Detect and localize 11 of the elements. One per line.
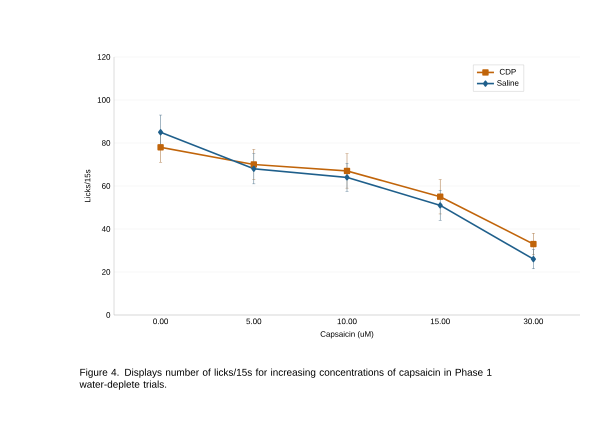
point [530,256,536,262]
point [158,129,164,136]
point [251,166,256,172]
point [437,194,444,200]
point [530,240,537,248]
point [250,161,257,168]
point [344,168,350,174]
point [344,174,350,181]
point [157,144,164,150]
caption: Figure 4. Displays number of licks/15s for increasing concentrations of capsaicin in Phase 1 water-deplete trials. [80,368,492,390]
point [438,202,443,209]
